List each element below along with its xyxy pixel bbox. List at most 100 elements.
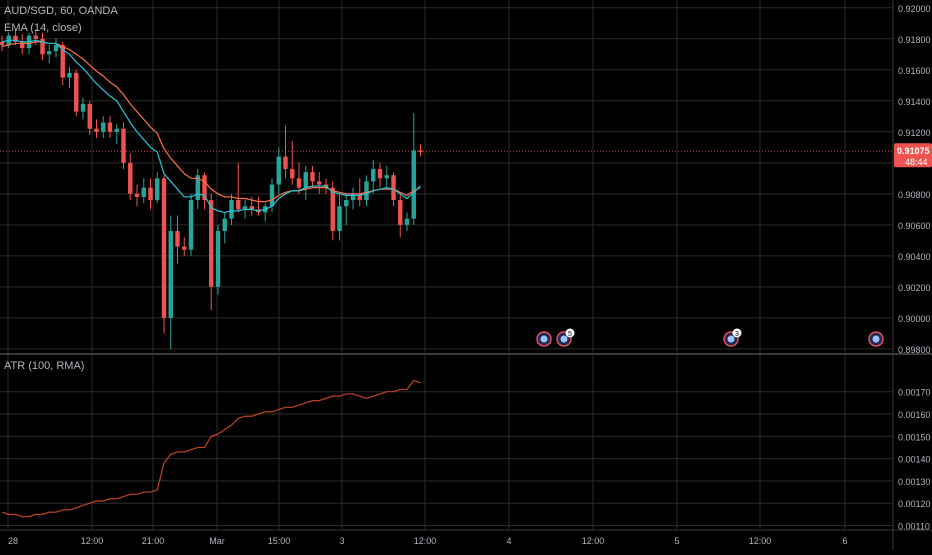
candle-body[interactable] [283,156,288,170]
candle-body[interactable] [377,169,383,179]
price-axis-tick: 0.91600 [898,66,931,76]
price-axis-tick: 0.91400 [898,97,931,107]
candle-body[interactable] [141,187,146,197]
event-count-text: 5 [568,331,572,338]
candle-body[interactable] [47,51,52,55]
candle-body[interactable] [317,181,322,185]
candle-body[interactable] [148,187,153,201]
event-count-badge [565,328,575,338]
candle-body[interactable] [418,150,423,152]
candle-body[interactable] [40,38,45,55]
candle-body[interactable] [384,175,389,179]
candle-body[interactable] [182,246,187,250]
candle-body[interactable] [398,200,403,225]
candle-body[interactable] [188,200,194,250]
candle-body[interactable] [269,184,275,207]
price-axis-tick: 0.91200 [898,128,931,138]
price-axis-tick: 0.91800 [898,35,931,45]
candle-body[interactable] [330,187,335,232]
symbol-legend[interactable]: AUD/SGD, 60, OANDA [4,5,118,17]
candle-body[interactable] [74,72,79,112]
candle-body[interactable] [344,200,349,207]
candle-body[interactable] [290,169,295,179]
candle-body[interactable] [222,218,227,232]
time-axis-label: 12:00 [749,536,772,546]
ema-fast-line [1,39,421,214]
event-globe-icon [727,335,735,343]
candle-body[interactable] [249,206,254,210]
price-axis-tick: 0.90600 [898,221,931,231]
atr-axis-tick: 0.00110 [898,522,930,532]
candle-body[interactable] [0,41,5,45]
event-globe-icon [560,335,568,343]
candle-body[interactable] [411,150,416,219]
atr-axis-tick: 0.00150 [898,432,931,442]
time-axis-label: 5 [674,536,679,546]
candle-body[interactable] [296,178,302,188]
candle-body[interactable] [94,128,99,132]
atr-axis-tick: 0.00140 [898,455,931,465]
candle-body[interactable] [242,206,248,210]
event-globe-icon [872,335,880,343]
ema-slow-line [1,41,421,203]
candle-body[interactable] [20,41,25,49]
candle-body[interactable] [53,44,59,52]
candle-body[interactable] [121,128,126,163]
time-axis-label: 28 [8,536,18,546]
candle-body[interactable] [87,103,92,129]
candle-body[interactable] [80,103,86,112]
candle-body[interactable] [13,35,18,42]
bar-countdown-label: 48:44 [905,157,928,167]
candle-body[interactable] [202,175,207,201]
candle-body[interactable] [303,172,308,188]
time-axis-label: 12:00 [582,536,605,546]
candle-body[interactable] [60,44,65,78]
candle-body[interactable] [404,218,410,225]
candle-body[interactable] [168,231,173,318]
current-price-tag [894,143,932,168]
candle-body[interactable] [357,193,362,201]
candle-body[interactable] [134,193,140,197]
time-axis-label: 21:00 [142,536,165,546]
candle-body[interactable] [107,122,113,132]
price-axis-tick: 0.92000 [898,4,931,14]
candle-body[interactable] [371,169,376,182]
price-axis-tick: 0.89800 [898,345,931,355]
candle-body[interactable] [101,122,106,132]
candle-body[interactable] [209,200,214,287]
time-axis-label: Mar [209,536,225,546]
time-axis-label: 4 [506,536,511,546]
atr-axis-tick: 0.00120 [898,499,931,509]
time-axis-label: 3 [339,536,344,546]
candle-body[interactable] [215,231,221,287]
ema-legend[interactable]: EMA (14, close) [4,22,82,34]
atr-line [1,379,421,518]
candle-body[interactable] [67,72,72,78]
candle-body[interactable] [175,231,180,247]
time-axis-label: 12:00 [414,536,437,546]
candle-body[interactable] [350,193,356,201]
candle-body[interactable] [391,175,396,201]
price-axis-tick: 0.90000 [898,314,931,324]
candle-body[interactable] [161,178,167,318]
candle-body[interactable] [229,200,234,219]
candle-body[interactable] [155,178,160,201]
candle-body[interactable] [364,181,369,201]
time-axis-label: 15:00 [268,536,291,546]
candle-body[interactable] [128,162,133,194]
candle-body[interactable] [236,200,241,210]
atr-axis-tick: 0.00170 [898,388,931,398]
candle-body[interactable] [114,128,119,132]
current-price-label: 0.91075 [897,146,930,156]
candle-body[interactable] [33,35,38,39]
atr-axis-tick: 0.00160 [898,410,931,420]
event-globe-icon [540,335,548,343]
atr-legend[interactable]: ATR (100, RMA) [4,360,85,372]
candle-body[interactable] [310,172,315,182]
candle-body[interactable] [337,206,342,232]
candle-body[interactable] [276,156,281,185]
event-count-text: 3 [735,331,739,338]
candle-body[interactable] [195,175,200,201]
